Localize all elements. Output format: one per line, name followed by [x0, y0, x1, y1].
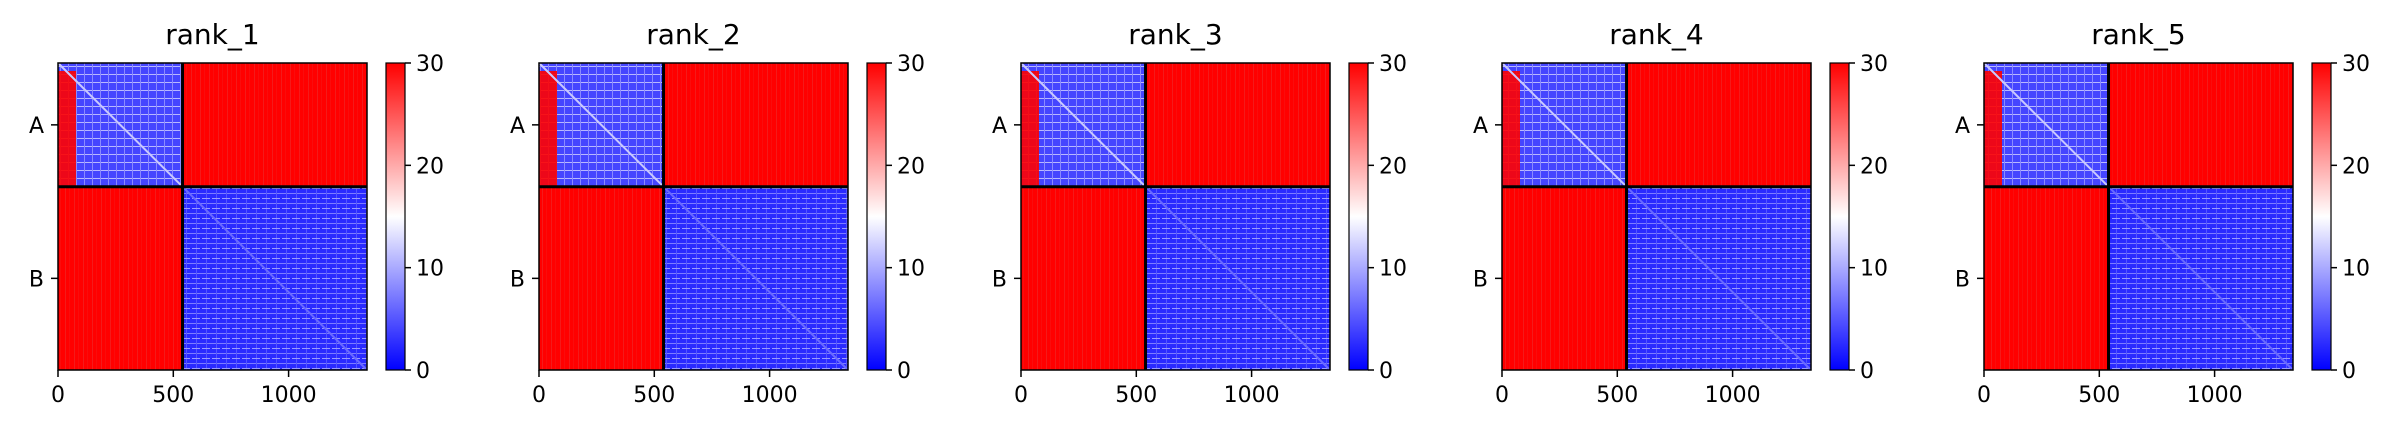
diagonal-AA	[57, 62, 184, 188]
diagonal-BB	[2107, 186, 2294, 371]
heatmap-edge-strip	[1021, 71, 1039, 187]
x-tick-label: 0	[1977, 383, 1991, 408]
diagonal-AA	[1983, 62, 2110, 188]
diagonal-AA	[1020, 62, 1147, 188]
x-tick-label: 1000	[2187, 383, 2243, 408]
panel-title: rank_3	[1128, 18, 1222, 51]
axes-frame	[1501, 62, 1812, 371]
colorbar	[385, 62, 406, 371]
colorbar-tick-label: 10	[2342, 257, 2370, 282]
heatmap-edge-strip	[58, 71, 76, 187]
x-tick-label: 0	[51, 383, 65, 408]
colorbar-tick-label: 20	[416, 154, 444, 179]
heatmap-block-BA	[1021, 186, 1146, 370]
panel-title: rank_2	[646, 18, 740, 51]
x-tick-label: 500	[2078, 383, 2120, 408]
diagonal-BB	[1144, 186, 1331, 371]
heatmap-block-BA	[539, 186, 664, 370]
x-tick-label: 500	[633, 383, 675, 408]
colorbar-tick-label: 20	[1860, 154, 1888, 179]
heatmap-block-BA	[1984, 186, 2109, 370]
colorbar	[2311, 62, 2332, 371]
diagonal-BB	[181, 186, 368, 371]
colorbar-tick-label: 30	[1379, 52, 1407, 77]
panel-rank_3: rank_3 0 500 1000 A B 0 10 20 30	[992, 18, 1407, 408]
colorbar-tick-label: 30	[897, 52, 925, 77]
colorbar-tick-label: 10	[1860, 257, 1888, 282]
heatmap-block-BA	[1502, 186, 1627, 370]
x-tick-label: 0	[1014, 383, 1028, 408]
x-tick-label: 0	[532, 383, 546, 408]
colorbar	[1829, 62, 1850, 371]
colorbar-tick-label: 20	[1379, 154, 1407, 179]
x-tick-label: 1000	[1224, 383, 1280, 408]
colorbar-tick-label: 10	[1379, 257, 1407, 282]
heatmap-edge-strip	[1984, 71, 2002, 187]
axes-frame	[538, 62, 849, 371]
diagonal-BB	[1625, 186, 1812, 371]
colorbar-tick-label: 10	[416, 257, 444, 282]
axes-frame	[1020, 62, 1331, 371]
heatmap-block-AB	[1626, 63, 1811, 187]
x-tick-label: 1000	[742, 383, 798, 408]
y-tick-label: A	[1473, 114, 1488, 139]
colorbar-tick-label: 0	[2342, 359, 2356, 384]
y-tick-label: B	[992, 267, 1007, 292]
colorbar-tick-label: 30	[2342, 52, 2370, 77]
y-tick-label: B	[1473, 267, 1488, 292]
panel-title: rank_4	[1609, 18, 1703, 51]
heatmap-block-AB	[182, 63, 367, 187]
panel-title: rank_1	[165, 18, 259, 51]
panel-rank_1: rank_1 0 500 1000 A B 0 10 20 30	[29, 18, 444, 408]
x-tick-label: 1000	[1705, 383, 1761, 408]
heatmap-block-BA	[58, 186, 183, 370]
y-tick-label: B	[1955, 267, 1970, 292]
heatmap-block-AB	[2108, 63, 2293, 187]
heatmap-block-AB	[663, 63, 848, 187]
panel-rank_2: rank_2 0 500 1000 A B 0 10 20 30	[510, 18, 925, 408]
x-tick-label: 0	[1495, 383, 1509, 408]
colorbar-tick-label: 0	[416, 359, 430, 384]
colorbar-tick-label: 10	[897, 257, 925, 282]
y-tick-label: A	[29, 114, 44, 139]
x-tick-label: 500	[1115, 383, 1157, 408]
heatmap-block-AB	[1145, 63, 1330, 187]
diagonal-BB	[662, 186, 849, 371]
panel-rank_5: rank_5 0 500 1000 A B 0 10 20 30	[1955, 18, 2370, 408]
x-tick-label: 500	[152, 383, 194, 408]
x-tick-label: 1000	[261, 383, 317, 408]
colorbar-tick-label: 0	[897, 359, 911, 384]
colorbar-tick-label: 0	[1860, 359, 1874, 384]
diagonal-AA	[538, 62, 665, 188]
panel-title: rank_5	[2091, 18, 2185, 51]
colorbar-tick-label: 20	[897, 154, 925, 179]
colorbar	[866, 62, 887, 371]
y-tick-label: B	[29, 267, 44, 292]
colorbar-tick-label: 30	[1860, 52, 1888, 77]
heatmap-edge-strip	[1502, 71, 1520, 187]
colorbar-tick-label: 20	[2342, 154, 2370, 179]
colorbar-tick-label: 30	[416, 52, 444, 77]
diagonal-AA	[1501, 62, 1628, 188]
axes-frame	[57, 62, 368, 371]
panel-rank_4: rank_4 0 500 1000 A B 0 10 20 30	[1473, 18, 1888, 408]
axes-frame	[1983, 62, 2294, 371]
y-tick-label: A	[510, 114, 525, 139]
y-tick-label: A	[1955, 114, 1970, 139]
y-tick-label: A	[992, 114, 1007, 139]
x-tick-label: 500	[1596, 383, 1638, 408]
colorbar	[1348, 62, 1369, 371]
colorbar-tick-label: 0	[1379, 359, 1393, 384]
heatmap-edge-strip	[539, 71, 557, 187]
y-tick-label: B	[510, 267, 525, 292]
